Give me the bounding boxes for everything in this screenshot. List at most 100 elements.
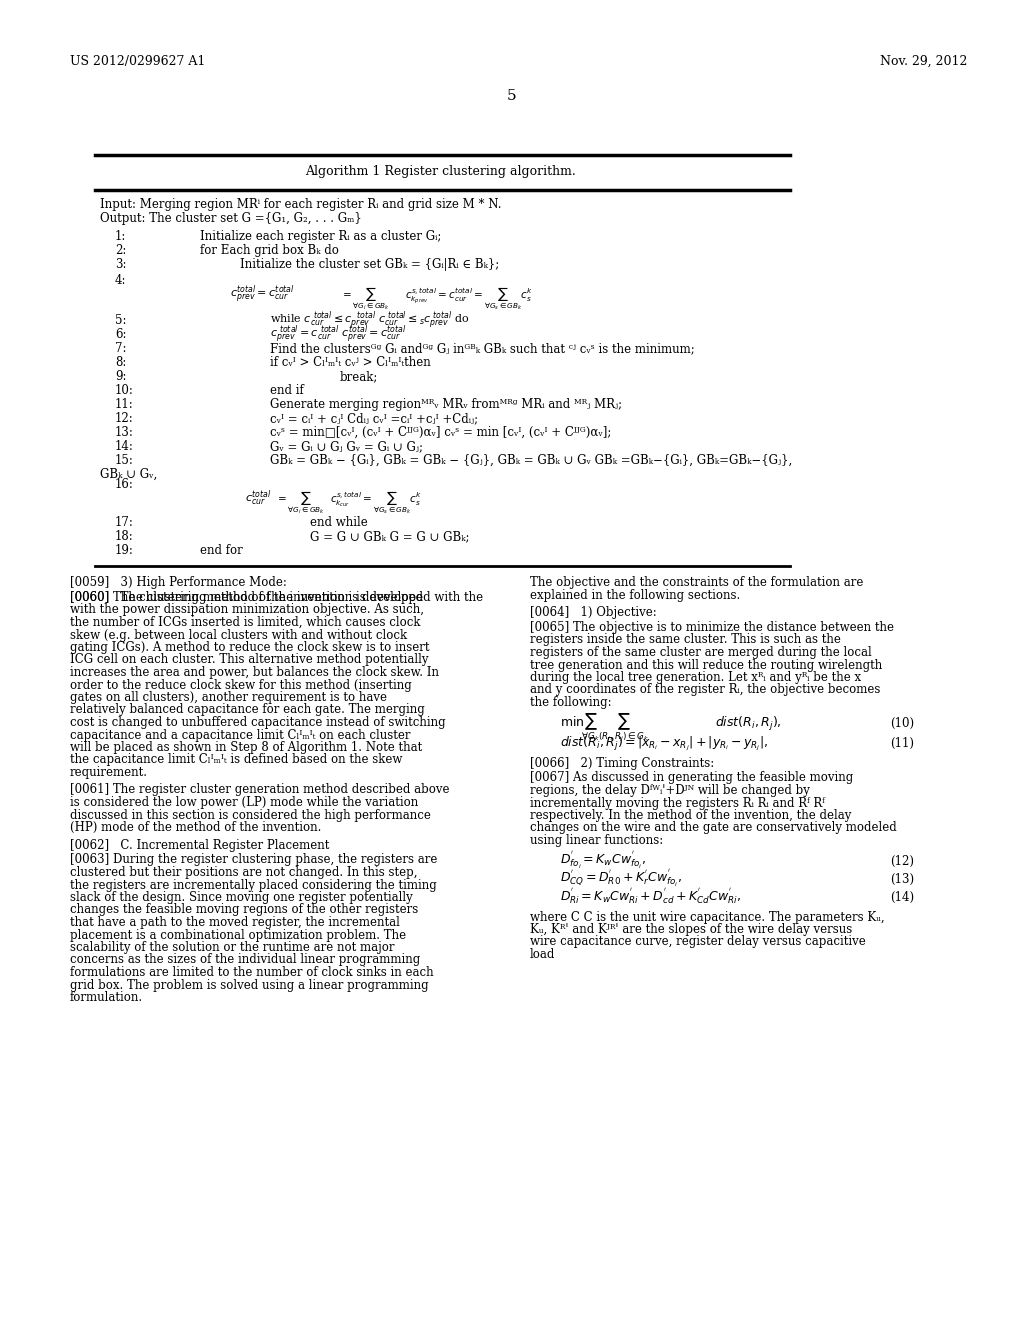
Text: while $c_{cur}^{\ total} \leq c_{prev}^{\ \ total}\ c_{cur}^{\ total} \leq_{s}c_: while $c_{cur}^{\ total} \leq c_{prev}^{…: [270, 310, 470, 333]
Text: 9:: 9:: [115, 370, 127, 383]
Text: placement is a combinational optimization problem. The: placement is a combinational optimizatio…: [70, 928, 407, 941]
Text: 7:: 7:: [115, 342, 127, 355]
Text: 10:: 10:: [115, 384, 134, 397]
Text: order to the reduce clock skew for this method (inserting: order to the reduce clock skew for this …: [70, 678, 412, 692]
Text: (10): (10): [890, 717, 914, 730]
Text: break;: break;: [340, 370, 379, 383]
Text: Input: Merging region MRⁱ for each register Rᵢ and grid size M * N.: Input: Merging region MRⁱ for each regis…: [100, 198, 502, 211]
Text: (HP) mode of the method of the invention.: (HP) mode of the method of the invention…: [70, 821, 322, 834]
Text: $dist(R_i, R_j) = |x_{R_i} - x_{R_j}| + |y_{R_i} - y_{R_j}|,$: $dist(R_i, R_j) = |x_{R_i} - x_{R_j}| + …: [560, 735, 768, 754]
Text: 5:: 5:: [115, 314, 127, 327]
Text: 15:: 15:: [115, 454, 134, 467]
Text: using linear functions:: using linear functions:: [530, 834, 664, 847]
Text: (14): (14): [890, 891, 914, 903]
Text: $c_{k_{cur}}^{s,total} = \sum_{\forall G_s \in GB_k} c_s^k$: $c_{k_{cur}}^{s,total} = \sum_{\forall G…: [330, 488, 422, 516]
Text: where C C is the unit wire capacitance. The parameters Kᵤ,: where C C is the unit wire capacitance. …: [530, 911, 885, 924]
Text: $= \sum_{\forall G_i \in GB_k}$: $= \sum_{\forall G_i \in GB_k}$: [275, 488, 325, 516]
Text: load: load: [530, 948, 555, 961]
Text: discussed in this section is considered the high performance: discussed in this section is considered …: [70, 808, 431, 821]
Text: changes the feasible moving regions of the other registers: changes the feasible moving regions of t…: [70, 903, 418, 916]
Text: 3:: 3:: [115, 257, 127, 271]
Text: respectively. In the method of the invention, the delay: respectively. In the method of the inven…: [530, 809, 851, 822]
Text: Initialize each register Rᵢ as a cluster Gᵢ;: Initialize each register Rᵢ as a cluster…: [200, 230, 441, 243]
Text: gating ICGs). A method to reduce the clock skew is to insert: gating ICGs). A method to reduce the clo…: [70, 642, 429, 653]
Text: $c_{cur}^{total}$: $c_{cur}^{total}$: [245, 488, 271, 508]
Text: Find the clustersᴳᶢ Gᵢ andᴳᶢ Gⱼ inᴳᴮₖ GBₖ such that ᶜʲ cᵥˢ is the minimum;: Find the clustersᴳᶢ Gᵢ andᴳᶢ Gⱼ inᴳᴮₖ GB…: [270, 342, 694, 355]
Text: [0065] The objective is to minimize the distance between the: [0065] The objective is to minimize the …: [530, 620, 894, 634]
Text: increases the area and power, but balances the clock skew. In: increases the area and power, but balanc…: [70, 667, 439, 678]
Text: [0059]   3) High Performance Mode:: [0059] 3) High Performance Mode:: [70, 576, 287, 589]
Text: [0063] During the register clustering phase, the registers are: [0063] During the register clustering ph…: [70, 854, 437, 866]
Text: the number of ICGs inserted is limited, which causes clock: the number of ICGs inserted is limited, …: [70, 616, 421, 630]
Text: capacitance and a capacitance limit Cₗᴵₘᴵₜ on each cluster: capacitance and a capacitance limit Cₗᴵₘ…: [70, 729, 411, 742]
Text: 11:: 11:: [115, 399, 134, 411]
Text: with the power dissipation minimization objective. As such,: with the power dissipation minimization …: [70, 603, 424, 616]
Text: $c_{prev}^{\ total} = c_{cur}^{\ total}\ c_{prev}^{total} = c_{cur}^{total}$: $c_{prev}^{\ total} = c_{cur}^{\ total}\…: [270, 325, 407, 346]
Text: 16:: 16:: [115, 478, 134, 491]
Text: explained in the following sections.: explained in the following sections.: [530, 589, 740, 602]
Text: the capacitance limit Cₗᴵₘᴵₜ is defined based on the skew: the capacitance limit Cₗᴵₘᴵₜ is defined …: [70, 754, 402, 767]
Text: 19:: 19:: [115, 544, 134, 557]
Text: $D_{fo_i}^{'} = K_w Cw_{fo_i}^{'},$: $D_{fo_i}^{'} = K_w Cw_{fo_i}^{'},$: [560, 850, 646, 871]
Text: requirement.: requirement.: [70, 766, 148, 779]
Text: relatively balanced capacitance for each gate. The merging: relatively balanced capacitance for each…: [70, 704, 425, 717]
Text: scalability of the solution or the runtime are not major: scalability of the solution or the runti…: [70, 941, 394, 954]
Text: (13): (13): [890, 873, 914, 886]
Text: formulation.: formulation.: [70, 991, 143, 1005]
Text: wire capacitance curve, register delay versus capacitive: wire capacitance curve, register delay v…: [530, 936, 865, 949]
Text: 13:: 13:: [115, 426, 134, 440]
Text: end while: end while: [310, 516, 368, 529]
Text: Nov. 29, 2012: Nov. 29, 2012: [880, 55, 968, 69]
Text: slack of the design. Since moving one register potentially: slack of the design. Since moving one re…: [70, 891, 413, 904]
Text: during the local tree generation. Let xᴿᵢ and yᴿᵢ be the x: during the local tree generation. Let xᴿ…: [530, 671, 861, 684]
Text: $D_{Ri}^{'} = K_w Cw_{Ri}^{'} + D_{cd}^{'} + K_{Cd}^{'} Cw_{Ri}^{'},$: $D_{Ri}^{'} = K_w Cw_{Ri}^{'} + D_{cd}^{…: [560, 886, 741, 906]
Text: cᵥˢ = min□[cᵥᴵ, (cᵥᴵ + Cᴶᴶᴳ)αᵥ] cᵥˢ = min [cᵥᴵ, (cᵥᴵ + Cᴶᴶᴳ)αᵥ];: cᵥˢ = min□[cᵥᴵ, (cᵥᴵ + Cᴶᴶᴳ)αᵥ] cᵥˢ = mi…: [270, 426, 611, 440]
Text: Generate merging regionᴹᴿᵥ MRᵥ fromᴹᴿᶢ MRᵢ and ᴹᴿⱼ MRⱼ;: Generate merging regionᴹᴿᵥ MRᵥ fromᴹᴿᶢ M…: [270, 399, 623, 411]
Text: end for: end for: [200, 544, 243, 557]
Text: $dist(R_i, R_j),$: $dist(R_i, R_j),$: [715, 714, 781, 733]
Text: 4:: 4:: [115, 275, 127, 286]
Text: grid box. The problem is solved using a linear programming: grid box. The problem is solved using a …: [70, 978, 429, 991]
Text: 5: 5: [507, 88, 517, 103]
Text: end if: end if: [270, 384, 304, 397]
Text: 14:: 14:: [115, 440, 134, 453]
Text: concerns as the sizes of the individual linear programming: concerns as the sizes of the individual …: [70, 953, 420, 966]
Text: 8:: 8:: [115, 356, 126, 370]
Text: 12:: 12:: [115, 412, 134, 425]
Text: [0060] The clustering method of the invention is developed: [0060] The clustering method of the inve…: [70, 591, 423, 605]
Text: [0066]   2) Timing Constraints:: [0066] 2) Timing Constraints:: [530, 756, 715, 770]
Text: [0062]   C. Incremental Register Placement: [0062] C. Incremental Register Placement: [70, 838, 330, 851]
Text: G = G ∪ GBₖ G = G ∪ GBₖ;: G = G ∪ GBₖ G = G ∪ GBₖ;: [310, 531, 469, 543]
Text: Initialize the cluster set GBₖ = {Gᵢ|Rᵢ ∈ Bₖ};: Initialize the cluster set GBₖ = {Gᵢ|Rᵢ …: [240, 257, 500, 271]
Text: US 2012/0299627 A1: US 2012/0299627 A1: [70, 55, 206, 69]
Text: $\min\!\sum_{\forall G_k} \sum_{(R_i, R_j) \in G_k}$: $\min\!\sum_{\forall G_k} \sum_{(R_i, R_…: [560, 711, 649, 744]
Text: gates on all clusters), another requirement is to have: gates on all clusters), another requirem…: [70, 690, 387, 704]
Text: [0064]   1) Objective:: [0064] 1) Objective:: [530, 606, 656, 619]
Text: incrementally moving the registers Rᵢ Rᵢ and Rᶠ Rᶠ: incrementally moving the registers Rᵢ Rᵢ…: [530, 796, 824, 809]
Text: $= \sum_{\forall G_i \in GB_k}$: $= \sum_{\forall G_i \in GB_k}$: [340, 285, 390, 312]
Text: is considered the low power (LP) mode while the variation: is considered the low power (LP) mode wh…: [70, 796, 418, 809]
Text: [0060]   The clustering method of the invention is developed with the: [0060] The clustering method of the inve…: [70, 591, 483, 605]
Text: (12): (12): [890, 854, 914, 867]
Text: [0067] As discussed in generating the feasible moving: [0067] As discussed in generating the fe…: [530, 771, 853, 784]
Text: (11): (11): [890, 737, 914, 750]
Text: for Each grid box Bₖ do: for Each grid box Bₖ do: [200, 244, 339, 257]
Text: Algorithm 1 Register clustering algorithm.: Algorithm 1 Register clustering algorith…: [304, 165, 575, 178]
Text: if cᵥᴵ > Cₗᴵₘᴵₜ cᵥʲ > Cₗᴵₘᴵₜthen: if cᵥᴵ > Cₗᴵₘᴵₜ cᵥʲ > Cₗᴵₘᴵₜthen: [270, 356, 431, 370]
Text: tree generation and this will reduce the routing wirelength: tree generation and this will reduce the…: [530, 659, 883, 672]
Text: that have a path to the moved register, the incremental: that have a path to the moved register, …: [70, 916, 400, 929]
Text: changes on the wire and the gate are conservatively modeled: changes on the wire and the gate are con…: [530, 821, 897, 834]
Text: regions, the delay Dᶠᵂᵢ'+Dᴶᴺ will be changed by: regions, the delay Dᶠᵂᵢ'+Dᴶᴺ will be cha…: [530, 784, 810, 797]
Text: will be placed as shown in Step 8 of Algorithm 1. Note that: will be placed as shown in Step 8 of Alg…: [70, 741, 422, 754]
Text: 2:: 2:: [115, 244, 126, 257]
Text: $c_{prev}^{total} = c_{cur}^{total}$: $c_{prev}^{total} = c_{cur}^{total}$: [230, 284, 295, 306]
Text: 1:: 1:: [115, 230, 126, 243]
Text: cᵥᴵ = cᵢᴵ + cⱼᴵ Cdᵢⱼ cᵥᴵ =cᵢᴵ +cⱼᴵ +Cdᵢⱼ;: cᵥᴵ = cᵢᴵ + cⱼᴵ Cdᵢⱼ cᵥᴵ =cᵢᴵ +cⱼᴵ +Cdᵢⱼ…: [270, 412, 478, 425]
Text: 18:: 18:: [115, 531, 134, 543]
Text: the following:: the following:: [530, 696, 611, 709]
Text: skew (e.g. between local clusters with and without clock: skew (e.g. between local clusters with a…: [70, 628, 408, 642]
Text: 6:: 6:: [115, 327, 127, 341]
Text: Output: The cluster set G ={G₁, G₂, . . . Gₘ}: Output: The cluster set G ={G₁, G₂, . . …: [100, 213, 361, 224]
Text: The objective and the constraints of the formulation are: The objective and the constraints of the…: [530, 576, 863, 589]
Text: GBₖ = GBₖ − {Gᵢ}, GBₖ = GBₖ − {Gⱼ}, GBₖ = GBₖ ∪ Gᵥ GBₖ =GBₖ−{Gᵢ}, GBₖ=GBₖ−{Gⱼ},: GBₖ = GBₖ − {Gᵢ}, GBₖ = GBₖ − {Gⱼ}, GBₖ …: [270, 454, 793, 467]
